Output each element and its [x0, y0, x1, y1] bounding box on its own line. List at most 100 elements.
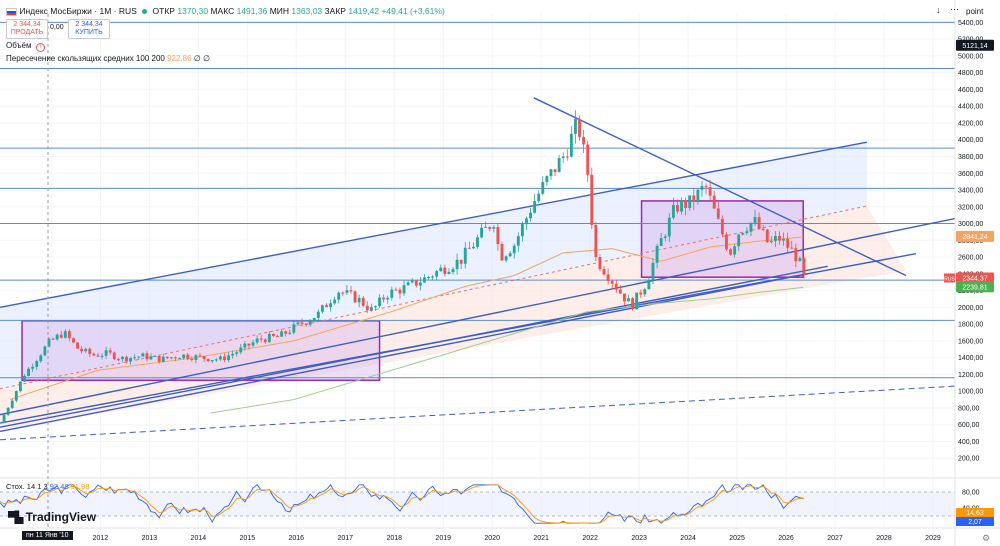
candle-body [169, 357, 173, 359]
candle-body [116, 359, 120, 361]
candle-body [692, 195, 696, 202]
candle-body [427, 277, 430, 279]
x-tick-label: 2027 [827, 535, 843, 542]
candle-body [390, 289, 394, 298]
settings-dots-icon[interactable]: ⋯ [950, 4, 959, 14]
candle-body [720, 218, 724, 235]
candle-body [284, 331, 288, 334]
symbol-title-row[interactable]: Индекс МосБиржи · 1М · RUS ОТКР 1370,30 … [6, 6, 445, 16]
candle-body [255, 338, 259, 343]
badge-rus-tag-bg [944, 273, 955, 283]
candle-body [92, 353, 96, 356]
candle-body [476, 237, 479, 247]
symbol-title[interactable]: Индекс МосБиржи · 1М · RUS [19, 6, 137, 16]
candle-body [492, 227, 496, 229]
download-icon[interactable]: ↓ [936, 5, 941, 15]
stoch-k-badge-bg [956, 508, 994, 517]
volume-indicator-label[interactable]: Объём ! [6, 41, 45, 52]
candle-body [798, 258, 802, 262]
y-tick-label: 4600,00 [958, 87, 983, 94]
candle-body [243, 343, 247, 348]
candle-body [272, 333, 275, 336]
y-tick-label: 3400,00 [958, 188, 983, 195]
candle-body [773, 235, 777, 241]
candle-body [194, 355, 198, 360]
x-tick-label: 2012 [93, 535, 109, 542]
candle-body [337, 292, 341, 300]
candle-body [218, 356, 222, 360]
candle-body [251, 342, 255, 346]
candle-body [484, 226, 488, 228]
y-tick-label: 1000,00 [958, 389, 983, 396]
candle-body [374, 306, 377, 308]
ma-200-line [210, 286, 804, 414]
stoch-k-line [0, 483, 805, 524]
y-tick-label: 4200,00 [958, 120, 983, 127]
tradingview-logo[interactable]: ▀▙ TradingView [8, 510, 97, 524]
y-tick-label: 3200,00 [958, 204, 983, 211]
candle-body [223, 356, 226, 361]
candle-body [59, 334, 63, 338]
y-tick-label: 3600,00 [958, 171, 983, 178]
candle-body [782, 238, 786, 241]
x-tick-label: 2024 [680, 535, 696, 542]
candle-body [182, 354, 186, 359]
candle-body [541, 182, 545, 194]
warning-icon: ! [35, 43, 45, 52]
candle-body [602, 268, 606, 275]
candle-body [202, 356, 206, 359]
candle-body [765, 229, 769, 243]
x-tick-label: 2018 [386, 535, 402, 542]
candle-body [500, 244, 504, 261]
candle-body [443, 267, 447, 274]
x-tick-label: 2023 [631, 535, 647, 542]
candle-body [345, 290, 349, 293]
candle-body [72, 338, 75, 343]
candle-body [296, 322, 300, 325]
candle-body [394, 289, 398, 291]
buy-label: КУПИТЬ [75, 29, 103, 36]
ohlc-high: МАКС 1491,36 [210, 6, 268, 16]
candle-body [582, 136, 586, 145]
x-tick-label: 2028 [876, 535, 892, 542]
sell-button[interactable]: 2 344,34 ПРОДАТЬ [6, 19, 48, 39]
candle-body [614, 283, 618, 290]
buy-button[interactable]: 2 344,34 КУПИТЬ [68, 19, 110, 39]
range-box-2010-2017 [21, 320, 381, 382]
candle-body [214, 359, 218, 361]
stoch-label-row[interactable]: Стох. 14 1 3 92,48 91,98 [6, 482, 90, 491]
sell-price: 2 344,34 [13, 21, 41, 28]
badge-last-price: 2344,37 [962, 275, 987, 282]
x-tick-label: 2016 [289, 535, 305, 542]
x-tick-label: 2015 [240, 535, 256, 542]
candle-body [43, 346, 47, 356]
candle-body [361, 297, 365, 306]
candle-body [725, 234, 728, 250]
candle-body [353, 291, 357, 303]
ma-cross-indicator-label[interactable]: Пересечение скользящих средних 100 200 9… [6, 54, 210, 63]
candle-body [439, 267, 443, 272]
candle-body [174, 357, 177, 359]
point-label[interactable]: point [966, 7, 984, 16]
y-tick-label: 4800,00 [958, 70, 983, 77]
candle-body [423, 277, 426, 283]
candle-body [137, 356, 141, 358]
candle-body [369, 307, 373, 311]
trend-upper [0, 141, 867, 309]
candle-body [480, 227, 484, 238]
candle-body [267, 333, 271, 343]
trend-support-4 [0, 273, 809, 433]
candle-body [141, 353, 145, 357]
crosshair-date-label: пн 11 Янв '10 [22, 531, 73, 540]
candle-body [757, 217, 761, 229]
candle-body [198, 355, 202, 357]
candle-body [745, 231, 749, 233]
candle-body [651, 262, 655, 281]
candle-body [610, 280, 614, 284]
y-tick-label: 4400,00 [958, 104, 983, 111]
candle-body [149, 356, 153, 360]
y-tick-label: 800,00 [958, 405, 980, 412]
candle-body [39, 355, 43, 362]
candle-body [47, 338, 51, 347]
